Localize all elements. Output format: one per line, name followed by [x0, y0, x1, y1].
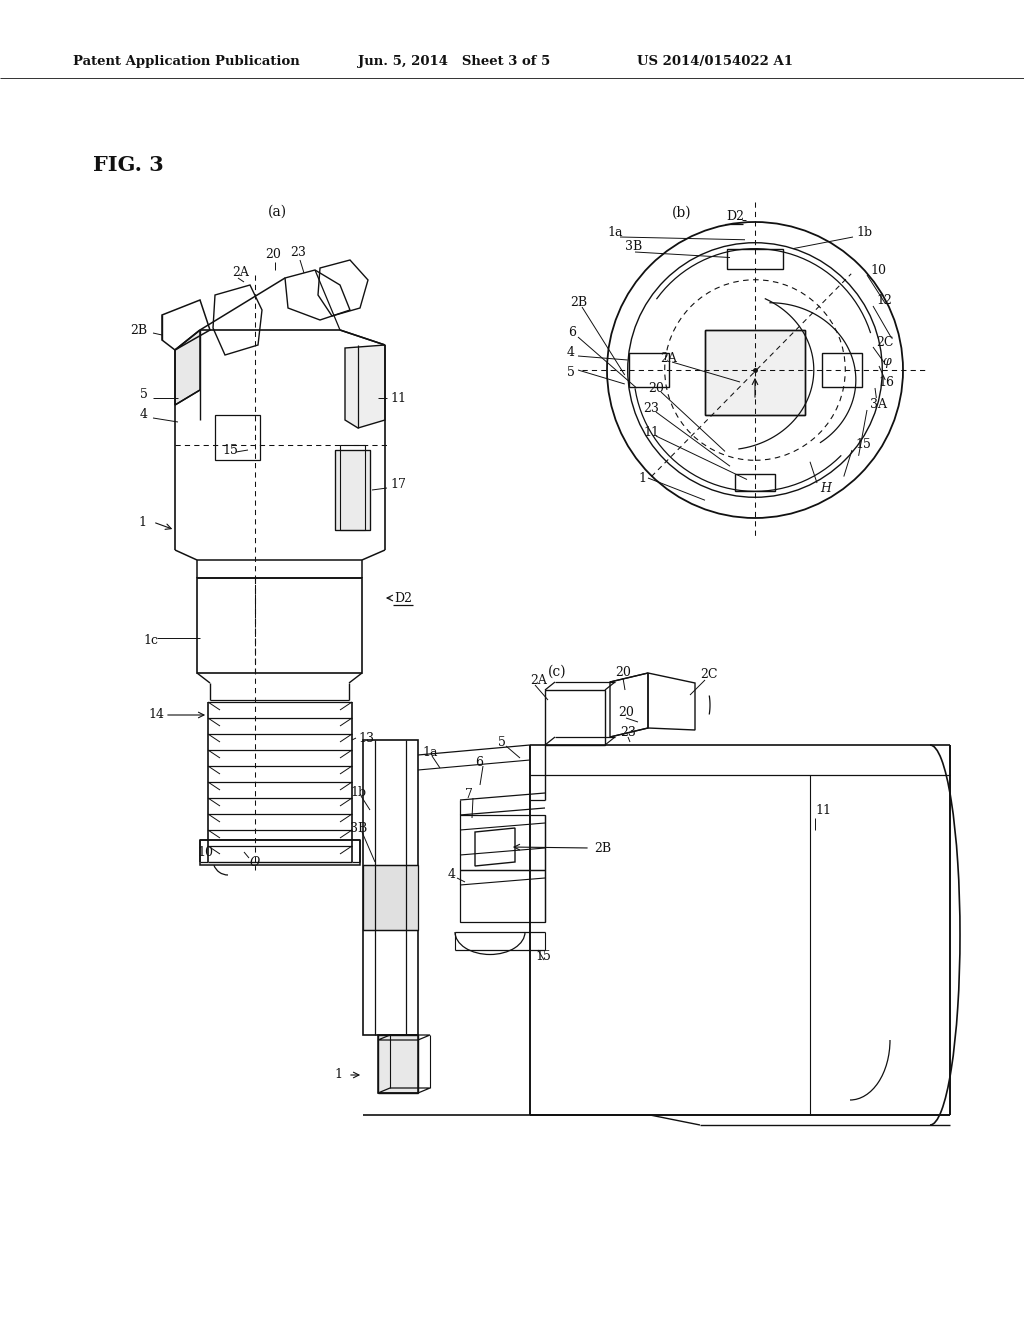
Text: 1c: 1c: [143, 634, 158, 647]
Text: 23: 23: [620, 726, 636, 739]
Text: 10: 10: [197, 846, 213, 858]
Bar: [460, 870, 545, 921]
Bar: [378, 1035, 418, 1093]
Text: 1b: 1b: [856, 226, 872, 239]
Text: H: H: [820, 482, 830, 495]
Text: 5: 5: [567, 366, 574, 379]
Text: 2A: 2A: [660, 351, 677, 364]
Text: (a): (a): [268, 205, 287, 219]
Text: Jun. 5, 2014   Sheet 3 of 5: Jun. 5, 2014 Sheet 3 of 5: [358, 55, 550, 69]
Bar: [335, 450, 370, 531]
Text: 4: 4: [567, 346, 575, 359]
Text: 10: 10: [870, 264, 886, 276]
Bar: [200, 840, 360, 865]
Bar: [821, 352, 861, 387]
Text: 3B: 3B: [350, 821, 368, 834]
Text: 20: 20: [615, 667, 631, 680]
Text: 2B: 2B: [130, 323, 147, 337]
Text: D2: D2: [726, 210, 744, 223]
Text: 11: 11: [390, 392, 406, 404]
Text: 4: 4: [449, 869, 456, 882]
Bar: [629, 352, 670, 387]
Text: 15: 15: [535, 950, 551, 964]
Text: (c): (c): [548, 665, 566, 678]
Text: φ: φ: [882, 355, 891, 368]
Bar: [362, 741, 418, 1035]
Text: 2A: 2A: [530, 673, 547, 686]
Text: 2B: 2B: [570, 297, 587, 309]
Text: 11: 11: [815, 804, 831, 817]
Text: D2: D2: [394, 591, 412, 605]
Text: 2C: 2C: [700, 668, 718, 681]
Text: 20: 20: [265, 248, 281, 261]
Text: 5: 5: [498, 735, 506, 748]
Text: 1: 1: [334, 1068, 342, 1081]
Bar: [197, 578, 362, 673]
Text: 1b: 1b: [350, 787, 367, 800]
Text: 1: 1: [138, 516, 146, 528]
Text: 17: 17: [390, 479, 406, 491]
Text: 1: 1: [638, 471, 646, 484]
Text: 20: 20: [648, 381, 664, 395]
Text: 3B: 3B: [625, 240, 642, 253]
Text: Patent Application Publication: Patent Application Publication: [73, 55, 300, 69]
Text: 2A: 2A: [232, 265, 249, 279]
Text: US 2014/0154022 A1: US 2014/0154022 A1: [637, 55, 793, 69]
Bar: [340, 445, 365, 531]
Text: 1a: 1a: [422, 746, 437, 759]
Text: 1a: 1a: [607, 226, 623, 239]
Text: 2B: 2B: [594, 842, 611, 854]
Text: 11: 11: [643, 425, 659, 438]
Text: 20: 20: [618, 706, 634, 719]
Bar: [460, 814, 545, 870]
Polygon shape: [175, 330, 200, 405]
Text: 3A: 3A: [870, 399, 887, 412]
Text: 7: 7: [465, 788, 473, 801]
Text: 6: 6: [475, 755, 483, 768]
Text: 15: 15: [222, 444, 238, 457]
Text: 16: 16: [878, 376, 894, 389]
Text: O: O: [250, 855, 260, 869]
Text: FIG. 3: FIG. 3: [93, 154, 164, 176]
Text: 23: 23: [643, 401, 658, 414]
Text: 13: 13: [358, 731, 374, 744]
Polygon shape: [705, 330, 805, 414]
Text: 15: 15: [855, 438, 870, 451]
Text: (b): (b): [672, 206, 691, 220]
Text: 5: 5: [140, 388, 147, 401]
Text: 4: 4: [140, 408, 148, 421]
Text: 2C: 2C: [876, 335, 894, 348]
Polygon shape: [345, 345, 385, 428]
Bar: [362, 865, 418, 931]
Text: 6: 6: [568, 326, 575, 339]
Text: 12: 12: [876, 293, 892, 306]
Bar: [545, 690, 605, 744]
Text: 23: 23: [290, 246, 306, 259]
Text: 14: 14: [148, 709, 164, 722]
